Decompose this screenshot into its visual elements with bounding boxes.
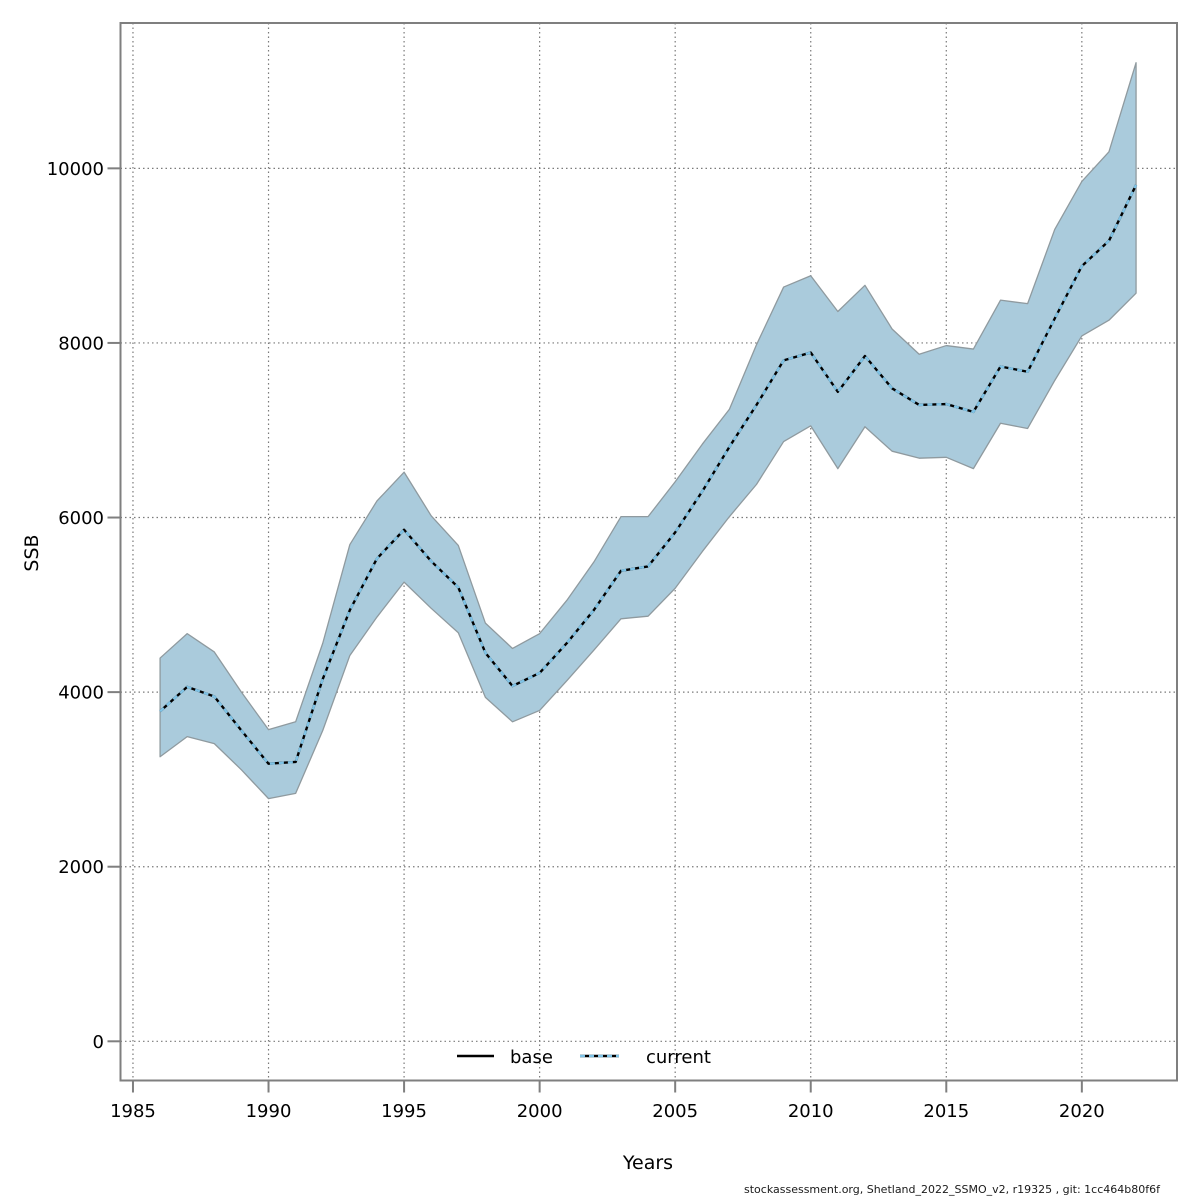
current-line: [159, 184, 1138, 765]
confidence-band-polygon: [159, 62, 1137, 800]
axis-ticks-and-labels: 1985 1990 1995 2000 2005 2010 2015 2020 0 2000 400…: [47, 159, 1105, 1122]
plot-border: [119, 22, 1178, 1082]
footer-provenance-text: stockassessment.org, Shetland_2022_SSMO_…: [744, 1183, 1161, 1196]
legend-current-label: current: [646, 1047, 711, 1068]
y-tick-label: 2000: [58, 857, 104, 878]
x-tick-label: 1995: [381, 1101, 427, 1122]
legend: base current: [457, 1047, 711, 1068]
y-tick-label: 0: [93, 1032, 104, 1053]
x-axis-title: Years: [622, 1152, 673, 1174]
x-tick-label: 2010: [788, 1101, 834, 1122]
y-tick-label: 4000: [58, 683, 104, 704]
x-tick-label: 2015: [923, 1101, 969, 1122]
series-lines: [159, 184, 1138, 765]
y-tick-label: 8000: [58, 333, 104, 354]
x-tick-label: 1990: [246, 1101, 292, 1122]
x-tick-label: 2020: [1059, 1101, 1105, 1122]
x-tick-label: 2000: [517, 1101, 563, 1122]
x-tick-label: 1985: [110, 1101, 156, 1122]
y-tick-label: 6000: [58, 508, 104, 529]
x-tick-label: 2005: [652, 1101, 698, 1122]
confidence-band: [159, 62, 1137, 800]
base-line: [159, 184, 1138, 765]
legend-base-label: base: [510, 1047, 553, 1068]
y-axis-title: SSB: [21, 534, 43, 571]
y-tick-label: 10000: [47, 159, 104, 180]
